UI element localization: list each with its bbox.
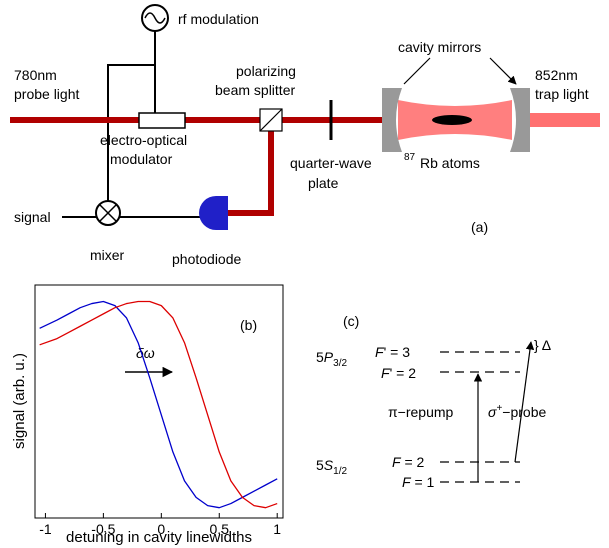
annotation: δω — [136, 345, 155, 361]
label: 852nm — [535, 67, 578, 83]
plot-frame — [34, 284, 284, 519]
probe-arrow — [514, 341, 535, 463]
label: trap light — [535, 86, 589, 102]
label: 5S1/2 — [316, 457, 347, 477]
label: σ+−probe — [488, 403, 546, 420]
label: Rb atoms — [420, 155, 480, 171]
label: rf modulation — [178, 11, 259, 27]
label: F' = 2 — [381, 365, 416, 381]
trap-beam — [528, 113, 600, 127]
mirror-left — [382, 88, 402, 152]
label: modulator — [110, 151, 173, 167]
series-line — [39, 300, 278, 509]
chart: (b) δω signal (arb. u.) detuning in cavi… — [11, 284, 284, 546]
label: cavity mirrors — [398, 39, 481, 55]
setup: rf modulation 780nm probe light polarizi… — [10, 4, 600, 267]
x-tick-label: -0.5 — [91, 521, 115, 537]
label: mixer — [90, 247, 125, 263]
label: quarter-wave — [290, 155, 372, 171]
mirror-arrows — [403, 57, 516, 84]
mixer-symbol — [95, 200, 121, 226]
label: 5P3/2 — [316, 349, 347, 369]
y-axis-label: signal (arb. u.) — [11, 353, 28, 449]
photodiode-symbol — [199, 196, 228, 230]
label: (a) — [471, 219, 488, 235]
eom — [138, 112, 186, 129]
label: F = 1 — [402, 474, 435, 490]
x-tick-label: 1 — [273, 521, 281, 537]
label: 87 — [404, 152, 416, 163]
return-beam — [228, 120, 274, 216]
label: polarizing — [236, 63, 296, 79]
label: beam splitter — [215, 82, 295, 98]
label: plate — [308, 175, 339, 191]
label: 780nm — [14, 67, 57, 83]
annotation: (b) — [240, 317, 257, 333]
label: signal — [14, 209, 51, 225]
label: electro-optical — [100, 132, 187, 148]
label: π−repump — [388, 404, 454, 420]
label: probe light — [14, 86, 79, 102]
x-tick-label: 0 — [157, 521, 165, 537]
x-axis-label: detuning in cavity linewidths — [66, 529, 252, 546]
mirror-right — [510, 88, 530, 152]
label: F' = 3 — [375, 344, 410, 360]
series-line — [39, 300, 278, 509]
wires — [62, 31, 200, 218]
label: } Δ — [534, 337, 551, 353]
label: photodiode — [172, 251, 242, 267]
x-tick-label: -1 — [39, 521, 52, 537]
atoms — [432, 115, 472, 125]
level-diagram: (c) 5P3/2 F' = 3 F' = 2 5S1/2 F = 2 F = … — [316, 313, 551, 490]
x-tick-label: 0.5 — [210, 521, 230, 537]
label: F = 2 — [392, 454, 425, 470]
label: (c) — [343, 313, 359, 329]
